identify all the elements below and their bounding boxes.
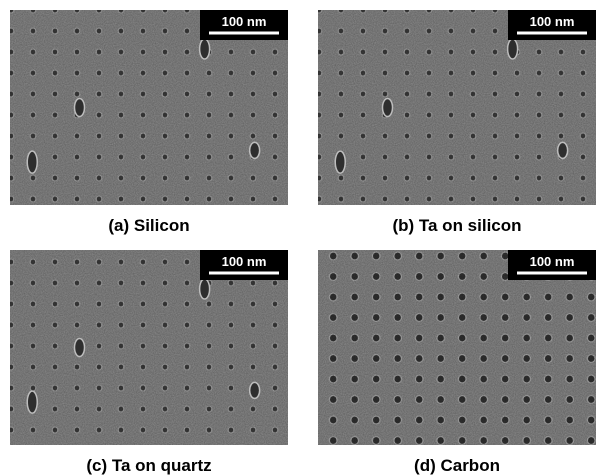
scale-bar-label: 100 nm — [222, 254, 267, 269]
panel-caption: (a) Silicon — [108, 216, 189, 235]
scale-bar-label: 100 nm — [530, 14, 575, 29]
defect — [200, 279, 210, 299]
defect — [335, 151, 345, 173]
sem-panel: 100 nm (c) Ta on quartz — [10, 250, 288, 475]
defect — [383, 99, 393, 117]
defect — [200, 39, 210, 59]
defect — [75, 99, 85, 117]
defect — [250, 382, 260, 398]
scale-bar-label: 100 nm — [530, 254, 575, 269]
sem-panel: 100 nm (b) Ta on silicon — [318, 10, 596, 235]
panel-caption: (b) Ta on silicon — [392, 216, 521, 235]
defect — [558, 142, 568, 158]
scale-bar-label: 100 nm — [222, 14, 267, 29]
sem-panel: 100 nm (a) Silicon — [10, 10, 288, 235]
figure: 100 nm (a) Silicon 100 nm (b) Ta on silicon… — [0, 0, 596, 476]
panel-caption: (c) Ta on quartz — [86, 456, 211, 475]
defect — [75, 339, 85, 357]
defect — [27, 391, 37, 413]
panel-caption: (d) Carbon — [414, 456, 500, 475]
defect — [27, 151, 37, 173]
defect — [508, 39, 518, 59]
sem-panel: 100 nm (d) Carbon — [318, 250, 596, 475]
defect — [250, 142, 260, 158]
